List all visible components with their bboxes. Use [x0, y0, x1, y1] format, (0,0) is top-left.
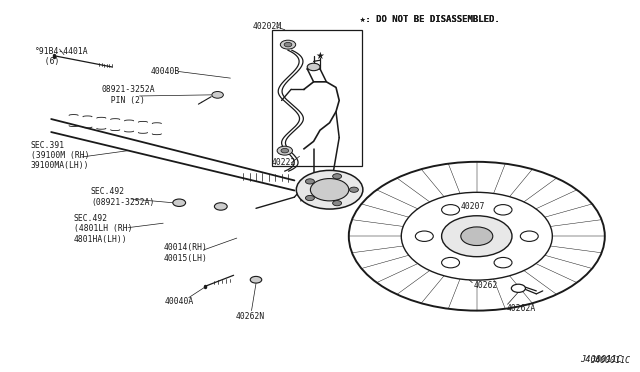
Circle shape: [349, 187, 358, 192]
Circle shape: [333, 174, 342, 179]
Circle shape: [401, 192, 552, 280]
Circle shape: [214, 203, 227, 210]
Text: 40262N: 40262N: [236, 312, 265, 321]
Circle shape: [277, 146, 292, 155]
Circle shape: [250, 276, 262, 283]
Text: 40040A: 40040A: [165, 297, 195, 306]
Circle shape: [494, 257, 512, 268]
Text: 40040B: 40040B: [150, 67, 180, 76]
Circle shape: [442, 205, 460, 215]
Text: °91B4-4401A
  (6): °91B4-4401A (6): [35, 46, 89, 66]
Circle shape: [296, 170, 363, 209]
Circle shape: [310, 179, 349, 201]
Circle shape: [212, 92, 223, 98]
Circle shape: [333, 201, 342, 206]
Text: 40202M: 40202M: [253, 22, 282, 31]
Circle shape: [415, 231, 433, 241]
Text: 40014(RH)
40015(LH): 40014(RH) 40015(LH): [163, 243, 207, 263]
Circle shape: [520, 231, 538, 241]
Circle shape: [281, 148, 289, 153]
Circle shape: [461, 227, 493, 246]
Circle shape: [284, 42, 292, 47]
Text: 40262A: 40262A: [507, 304, 536, 312]
Text: 08921-3252A
  PIN (2): 08921-3252A PIN (2): [101, 85, 155, 105]
Text: 40207: 40207: [461, 202, 485, 211]
Text: SEC.492
(08921-3252A): SEC.492 (08921-3252A): [91, 187, 154, 207]
Circle shape: [511, 284, 525, 292]
Circle shape: [442, 257, 460, 268]
Circle shape: [494, 205, 512, 215]
Text: ★: ★: [316, 51, 324, 61]
Text: J400011C: J400011C: [590, 356, 630, 365]
Circle shape: [173, 199, 186, 206]
Circle shape: [442, 216, 512, 257]
Circle shape: [349, 162, 605, 311]
Text: SEC.492
(4801LH (RH)
4801HA(LH)): SEC.492 (4801LH (RH) 4801HA(LH)): [74, 214, 132, 244]
Circle shape: [307, 63, 320, 71]
Text: 40222: 40222: [272, 158, 296, 167]
Circle shape: [280, 40, 296, 49]
Circle shape: [305, 195, 314, 201]
Circle shape: [305, 179, 314, 184]
Text: J400011C: J400011C: [580, 355, 622, 364]
Text: ★: DO NOT BE DISASSEMBLED.: ★: DO NOT BE DISASSEMBLED.: [360, 15, 500, 24]
Text: 40262: 40262: [474, 281, 498, 290]
Text: SEC.391
(39100M (RH)
39100MA(LH)): SEC.391 (39100M (RH) 39100MA(LH)): [31, 141, 89, 170]
Bar: [272, 30, 362, 166]
Text: ★: DO NOT BE DISASSEMBLED.: ★: DO NOT BE DISASSEMBLED.: [360, 15, 500, 24]
